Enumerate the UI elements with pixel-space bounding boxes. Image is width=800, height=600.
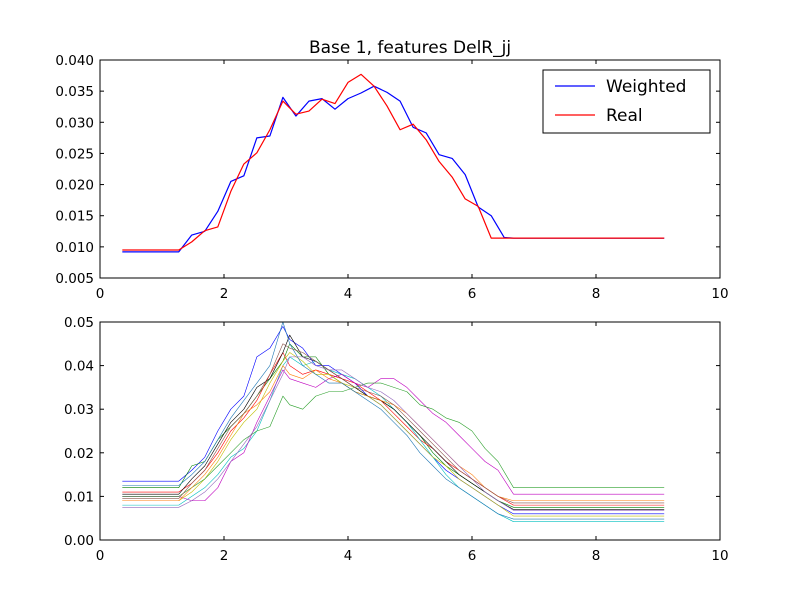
bottom-xtick-label: 6 bbox=[468, 548, 477, 564]
bottom-series-line-9 bbox=[122, 321, 665, 520]
top-chart-title: Base 1, features DelR_jj bbox=[309, 38, 511, 58]
top-series-lines bbox=[122, 73, 665, 253]
top-ytick-label: 0.035 bbox=[55, 84, 94, 100]
top-axis-ticks: 0 2 4 6 8 10 0.005 0.010 0.015 0.020 0.025 0.030 0.0… bbox=[55, 53, 728, 302]
top-xtick-label: 6 bbox=[468, 286, 477, 302]
top-xtick-label: 0 bbox=[96, 286, 105, 302]
legend-label-real: Real bbox=[606, 106, 643, 126]
bottom-ytick-label: 0.03 bbox=[64, 402, 94, 418]
bottom-ytick-label: 0.02 bbox=[64, 446, 94, 462]
bottom-ytick-label: 0.00 bbox=[64, 533, 94, 549]
bottom-series-line-7 bbox=[122, 382, 665, 497]
bottom-series-line-8 bbox=[122, 365, 665, 502]
bottom-subplot: 0 2 4 6 8 10 0.00 0.01 0.02 0.03 0.04 0.05 bbox=[64, 315, 729, 564]
top-xtick-label: 2 bbox=[220, 286, 229, 302]
top-ytick-label: 0.025 bbox=[55, 146, 94, 162]
bottom-series-line-11 bbox=[122, 343, 665, 504]
bottom-xtick-label: 4 bbox=[344, 548, 353, 564]
top-xtick-label: 4 bbox=[344, 286, 353, 302]
bottom-xtick-label: 10 bbox=[711, 548, 728, 564]
bottom-xtick-label: 0 bbox=[96, 548, 105, 564]
top-axes-frame bbox=[99, 59, 721, 279]
bottom-series-lines bbox=[122, 321, 665, 522]
top-ytick-label: 0.030 bbox=[55, 115, 94, 131]
legend-box bbox=[542, 69, 711, 134]
bottom-ytick-label: 0.04 bbox=[64, 359, 94, 375]
top-series-line-1 bbox=[122, 73, 665, 251]
top-xtick-label: 10 bbox=[711, 286, 728, 302]
top-ytick-label: 0.005 bbox=[55, 271, 94, 287]
top-ytick-label: 0.040 bbox=[55, 53, 94, 69]
legend-label-weighted: Weighted bbox=[606, 77, 686, 97]
bottom-axes-frame bbox=[99, 321, 721, 541]
top-subplot: Base 1, features DelR_jj 0 2 4 6 8 10 0.005 0.0… bbox=[55, 38, 728, 302]
bottom-xtick-label: 8 bbox=[592, 548, 601, 564]
bottom-ytick-label: 0.01 bbox=[64, 489, 94, 505]
bottom-xtick-label: 2 bbox=[220, 548, 229, 564]
top-xtick-label: 8 bbox=[592, 286, 601, 302]
bottom-series-line-10 bbox=[122, 356, 665, 511]
bottom-ytick-label: 0.05 bbox=[64, 315, 94, 331]
top-ytick-label: 0.010 bbox=[55, 240, 94, 256]
top-ytick-label: 0.020 bbox=[55, 178, 94, 194]
top-ytick-label: 0.015 bbox=[55, 209, 94, 225]
legend: Weighted Real bbox=[542, 69, 711, 134]
bottom-axis-ticks: 0 2 4 6 8 10 0.00 0.01 0.02 0.03 0.04 0.05 bbox=[64, 315, 729, 564]
